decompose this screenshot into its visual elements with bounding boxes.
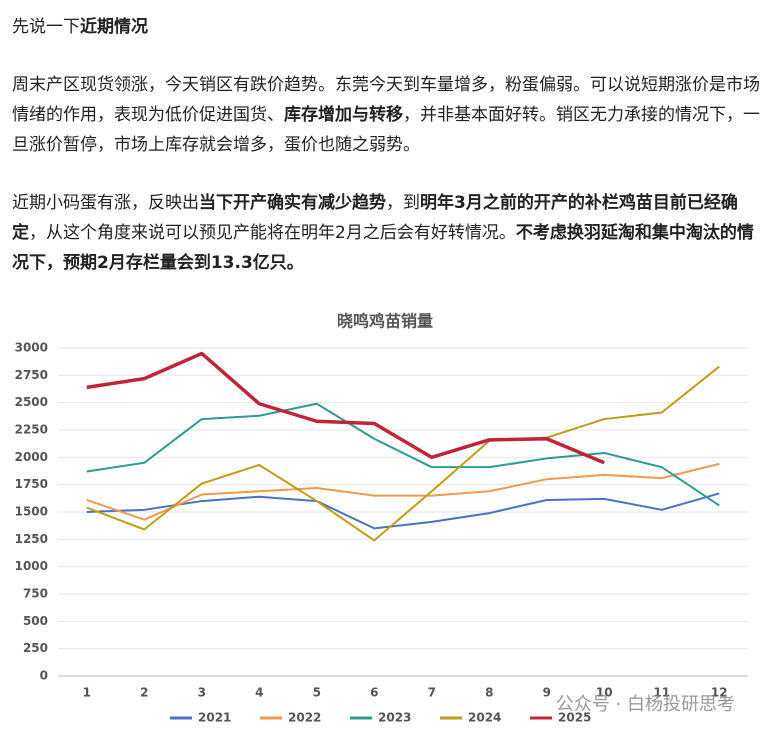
- bold-text: 明年3月之前的开产的补栏鸡苗目前已经确定: [12, 193, 738, 243]
- paragraph: 近期小码蛋有涨，反映出当下开产确实有减少趋势，到明年3月之前的开产的补栏鸡苗目前…: [12, 188, 764, 278]
- text: ，并非基本面好转。销区无力承接的情况下，一旦涨价暂停，市场上库存就会增多，蛋价也…: [12, 105, 760, 155]
- x-tick-label: 1: [83, 686, 91, 700]
- y-tick-label: 2750: [15, 368, 48, 382]
- legend-label: 2022: [288, 711, 321, 725]
- y-tick-label: 1250: [15, 532, 48, 546]
- x-tick-label: 3: [198, 686, 206, 700]
- x-tick-label: 2: [140, 686, 148, 700]
- series-line: [86, 402, 720, 507]
- y-tick-label: 2000: [15, 450, 48, 464]
- text: 先说一下: [12, 17, 80, 37]
- bold-text: 当下开产确实有减少趋势: [199, 193, 386, 213]
- paragraph: 先说一下近期情况: [12, 12, 764, 42]
- x-tick-label: 5: [313, 686, 321, 700]
- x-tick-label: 7: [428, 686, 436, 700]
- series-line: [86, 351, 605, 465]
- article: 先说一下近期情况周末产区现货领涨，今天销区有跌价趋势。东莞今天到车量增多，粉蛋偏…: [12, 12, 764, 306]
- x-tick-label: 12: [711, 686, 728, 700]
- legend-label: 2021: [198, 711, 231, 725]
- legend-label: 2025: [558, 711, 591, 725]
- paragraph: 周末产区现货领涨，今天销区有跌价趋势。东莞今天到车量增多，粉蛋偏弱。可以说短期涨…: [12, 70, 764, 160]
- x-tick-label: 8: [485, 686, 493, 700]
- x-tick-label: 6: [370, 686, 378, 700]
- series-line: [86, 492, 720, 530]
- legend-label: 2023: [378, 711, 411, 725]
- y-tick-label: 1500: [15, 505, 48, 519]
- y-tick-label: 0: [40, 669, 48, 683]
- watermark: 公众号 · 白杨投研思考: [556, 694, 735, 715]
- bold-text: 库存增加与转移: [284, 105, 403, 125]
- text: ，到: [386, 193, 420, 213]
- chart-title: 晓鸣鸡苗销量: [337, 312, 433, 331]
- y-tick-label: 2250: [15, 423, 48, 437]
- bold-text: 不考虑换羽延淘和集中淘汰的情况下，预期2月存栏量会到13.3亿只。: [12, 223, 754, 273]
- text: 近期小码蛋有涨，反映出: [12, 193, 199, 213]
- y-tick-label: 500: [23, 614, 48, 628]
- x-tick-label: 11: [653, 686, 670, 700]
- y-tick-label: 1000: [15, 559, 48, 573]
- y-tick-label: 1750: [15, 477, 48, 491]
- x-tick-label: 4: [255, 686, 263, 700]
- series-line: [86, 365, 720, 542]
- chart: 晓鸣鸡苗销量 025050075010001250150017502000225…: [15, 312, 748, 725]
- series-line: [86, 462, 720, 521]
- bold-text: 近期情况: [80, 17, 148, 37]
- y-tick-label: 3000: [15, 341, 48, 355]
- y-tick-label: 2500: [15, 395, 48, 409]
- text: 周末产区现货领涨，今天销区有跌价趋势。东莞今天到车量增多，粉蛋偏弱。可以说短期涨…: [12, 75, 760, 125]
- x-tick-label: 9: [543, 686, 551, 700]
- text: ，从这个角度来说可以预见产能将在明年2月之后会有好转情况。: [29, 223, 516, 243]
- x-tick-label: 10: [596, 686, 613, 700]
- y-tick-label: 750: [23, 587, 48, 601]
- legend-label: 2024: [468, 711, 501, 725]
- y-tick-label: 250: [23, 641, 48, 655]
